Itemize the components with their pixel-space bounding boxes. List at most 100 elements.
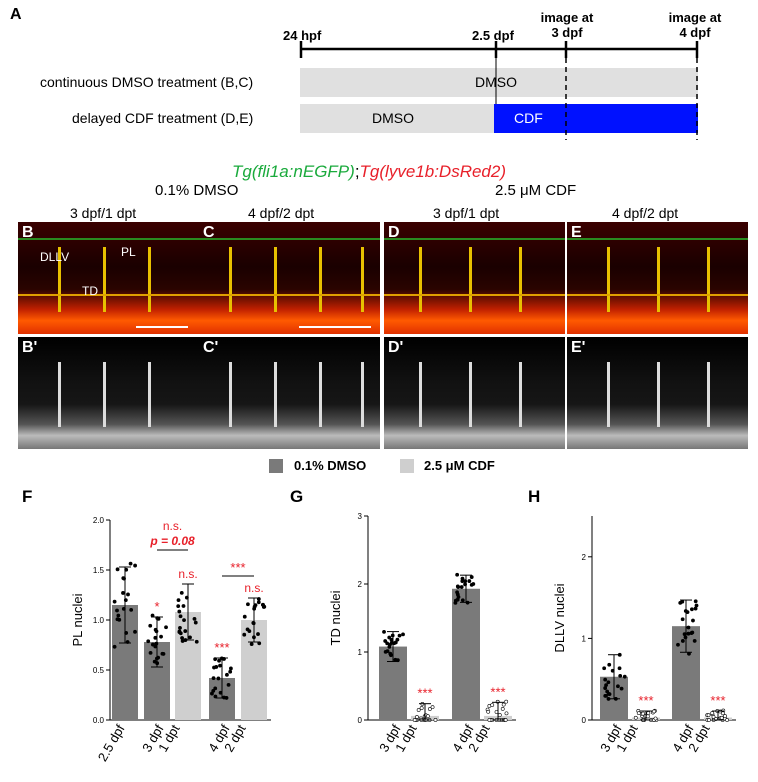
data-point (116, 613, 121, 618)
charts-svg: F 0.0 0.5 1.0 1.5 2.0 PL nuclei * n.s. *** n.s. n.s… (22, 487, 736, 764)
panel-a-letter: A (10, 6, 22, 23)
data-point (115, 567, 120, 572)
data-point (183, 629, 188, 633)
image-panel-c-prime: C' (199, 337, 380, 449)
data-point (460, 598, 465, 603)
timeline-svg (299, 41, 699, 140)
data-point (153, 635, 158, 640)
header-c: 4 dpf/2 dpt (248, 205, 315, 221)
data-point (385, 641, 390, 646)
data-point (388, 653, 393, 658)
vessel (607, 362, 610, 427)
data-point (602, 666, 607, 671)
legend-dmso-swatch (269, 459, 283, 473)
vessel (419, 362, 422, 427)
data-point (467, 579, 472, 583)
data-point (487, 718, 492, 722)
data-point (159, 634, 163, 639)
data-point (383, 639, 388, 643)
bar (452, 588, 480, 720)
data-point (154, 629, 159, 634)
panel-b-prime-letter: B' (22, 339, 38, 356)
vessel (274, 247, 277, 312)
header-d: 3 dpf/1 dpt (433, 205, 500, 221)
data-point (177, 609, 182, 614)
data-point (178, 626, 182, 630)
panel-d-prime-letter: D' (388, 339, 404, 356)
row1-dmso-bar (300, 68, 698, 97)
data-point (387, 635, 392, 640)
data-point (497, 713, 502, 717)
y-tick-label: 2.0 (93, 516, 105, 525)
row2-cdf-bar (494, 104, 698, 133)
chart-panel-letter: F (22, 487, 32, 506)
image-panel-e-prime: E' (567, 337, 748, 449)
data-point (193, 620, 198, 625)
vessel (319, 247, 322, 312)
y-tick-label: 3 (358, 512, 363, 521)
image-4dpf-line1: image at (668, 10, 722, 25)
data-point (213, 657, 218, 662)
data-point (148, 623, 153, 628)
vessel (58, 362, 61, 427)
data-point (180, 636, 184, 640)
data-point (652, 709, 656, 714)
data-point (622, 674, 627, 679)
data-point (646, 711, 651, 715)
data-point (412, 718, 417, 722)
data-point (455, 584, 460, 589)
data-point (214, 665, 219, 669)
data-point (430, 705, 435, 710)
significance-label: *** (710, 693, 725, 708)
data-point (653, 716, 658, 721)
y-tick-label: 1.0 (93, 616, 105, 625)
image-panel-d: D (384, 222, 565, 334)
row2-dmso-text: DMSO (372, 110, 414, 126)
bracket-pvalue: p = 0.08 (149, 534, 195, 548)
data-point (645, 714, 650, 719)
data-point (177, 629, 182, 634)
transgene-title: Tg(fli1a:nEGFP);Tg(lyve1b:DsRed2) (232, 162, 506, 182)
vessel (103, 247, 106, 312)
data-point (486, 709, 491, 714)
data-point (604, 683, 608, 688)
data-point (133, 563, 137, 568)
data-point (242, 614, 247, 619)
data-point (211, 676, 216, 681)
image-panel-d-prime: D' (384, 337, 565, 449)
vessel (361, 247, 364, 312)
panel-c-prime-letter: C' (203, 339, 219, 356)
y-tick-label: 2 (358, 580, 363, 589)
data-point (154, 641, 159, 646)
scale-bar (299, 326, 371, 328)
vessel (519, 247, 522, 312)
data-point (606, 680, 611, 685)
data-point (242, 632, 247, 637)
y-tick-label: 1 (358, 648, 363, 657)
data-point (126, 592, 130, 597)
data-point (607, 692, 612, 696)
data-point (427, 707, 432, 711)
data-point (261, 605, 266, 609)
y-axis-label: PL nuclei (70, 593, 85, 646)
data-point (213, 686, 218, 691)
y-tick-label: 1 (582, 634, 587, 643)
data-point (121, 591, 125, 595)
image-4dpf-line2: 4 dpf (679, 25, 711, 40)
data-point (607, 662, 612, 667)
data-point (683, 635, 688, 640)
data-point (148, 650, 153, 655)
data-point (395, 637, 400, 642)
data-point (218, 663, 222, 668)
header-e: 4 dpf/2 dpt (612, 205, 679, 221)
data-point (425, 714, 430, 719)
data-point (161, 652, 166, 656)
significance-label: *** (417, 686, 432, 701)
data-point (720, 711, 725, 716)
vessel (229, 362, 232, 427)
y-axis-label: DLLV nuclei (552, 583, 567, 652)
data-point (707, 718, 711, 722)
panel-d-letter: D (388, 224, 400, 241)
time-2-5dpf: 2.5 dpf (472, 28, 514, 43)
row2-cdf-text: CDF (514, 110, 543, 126)
